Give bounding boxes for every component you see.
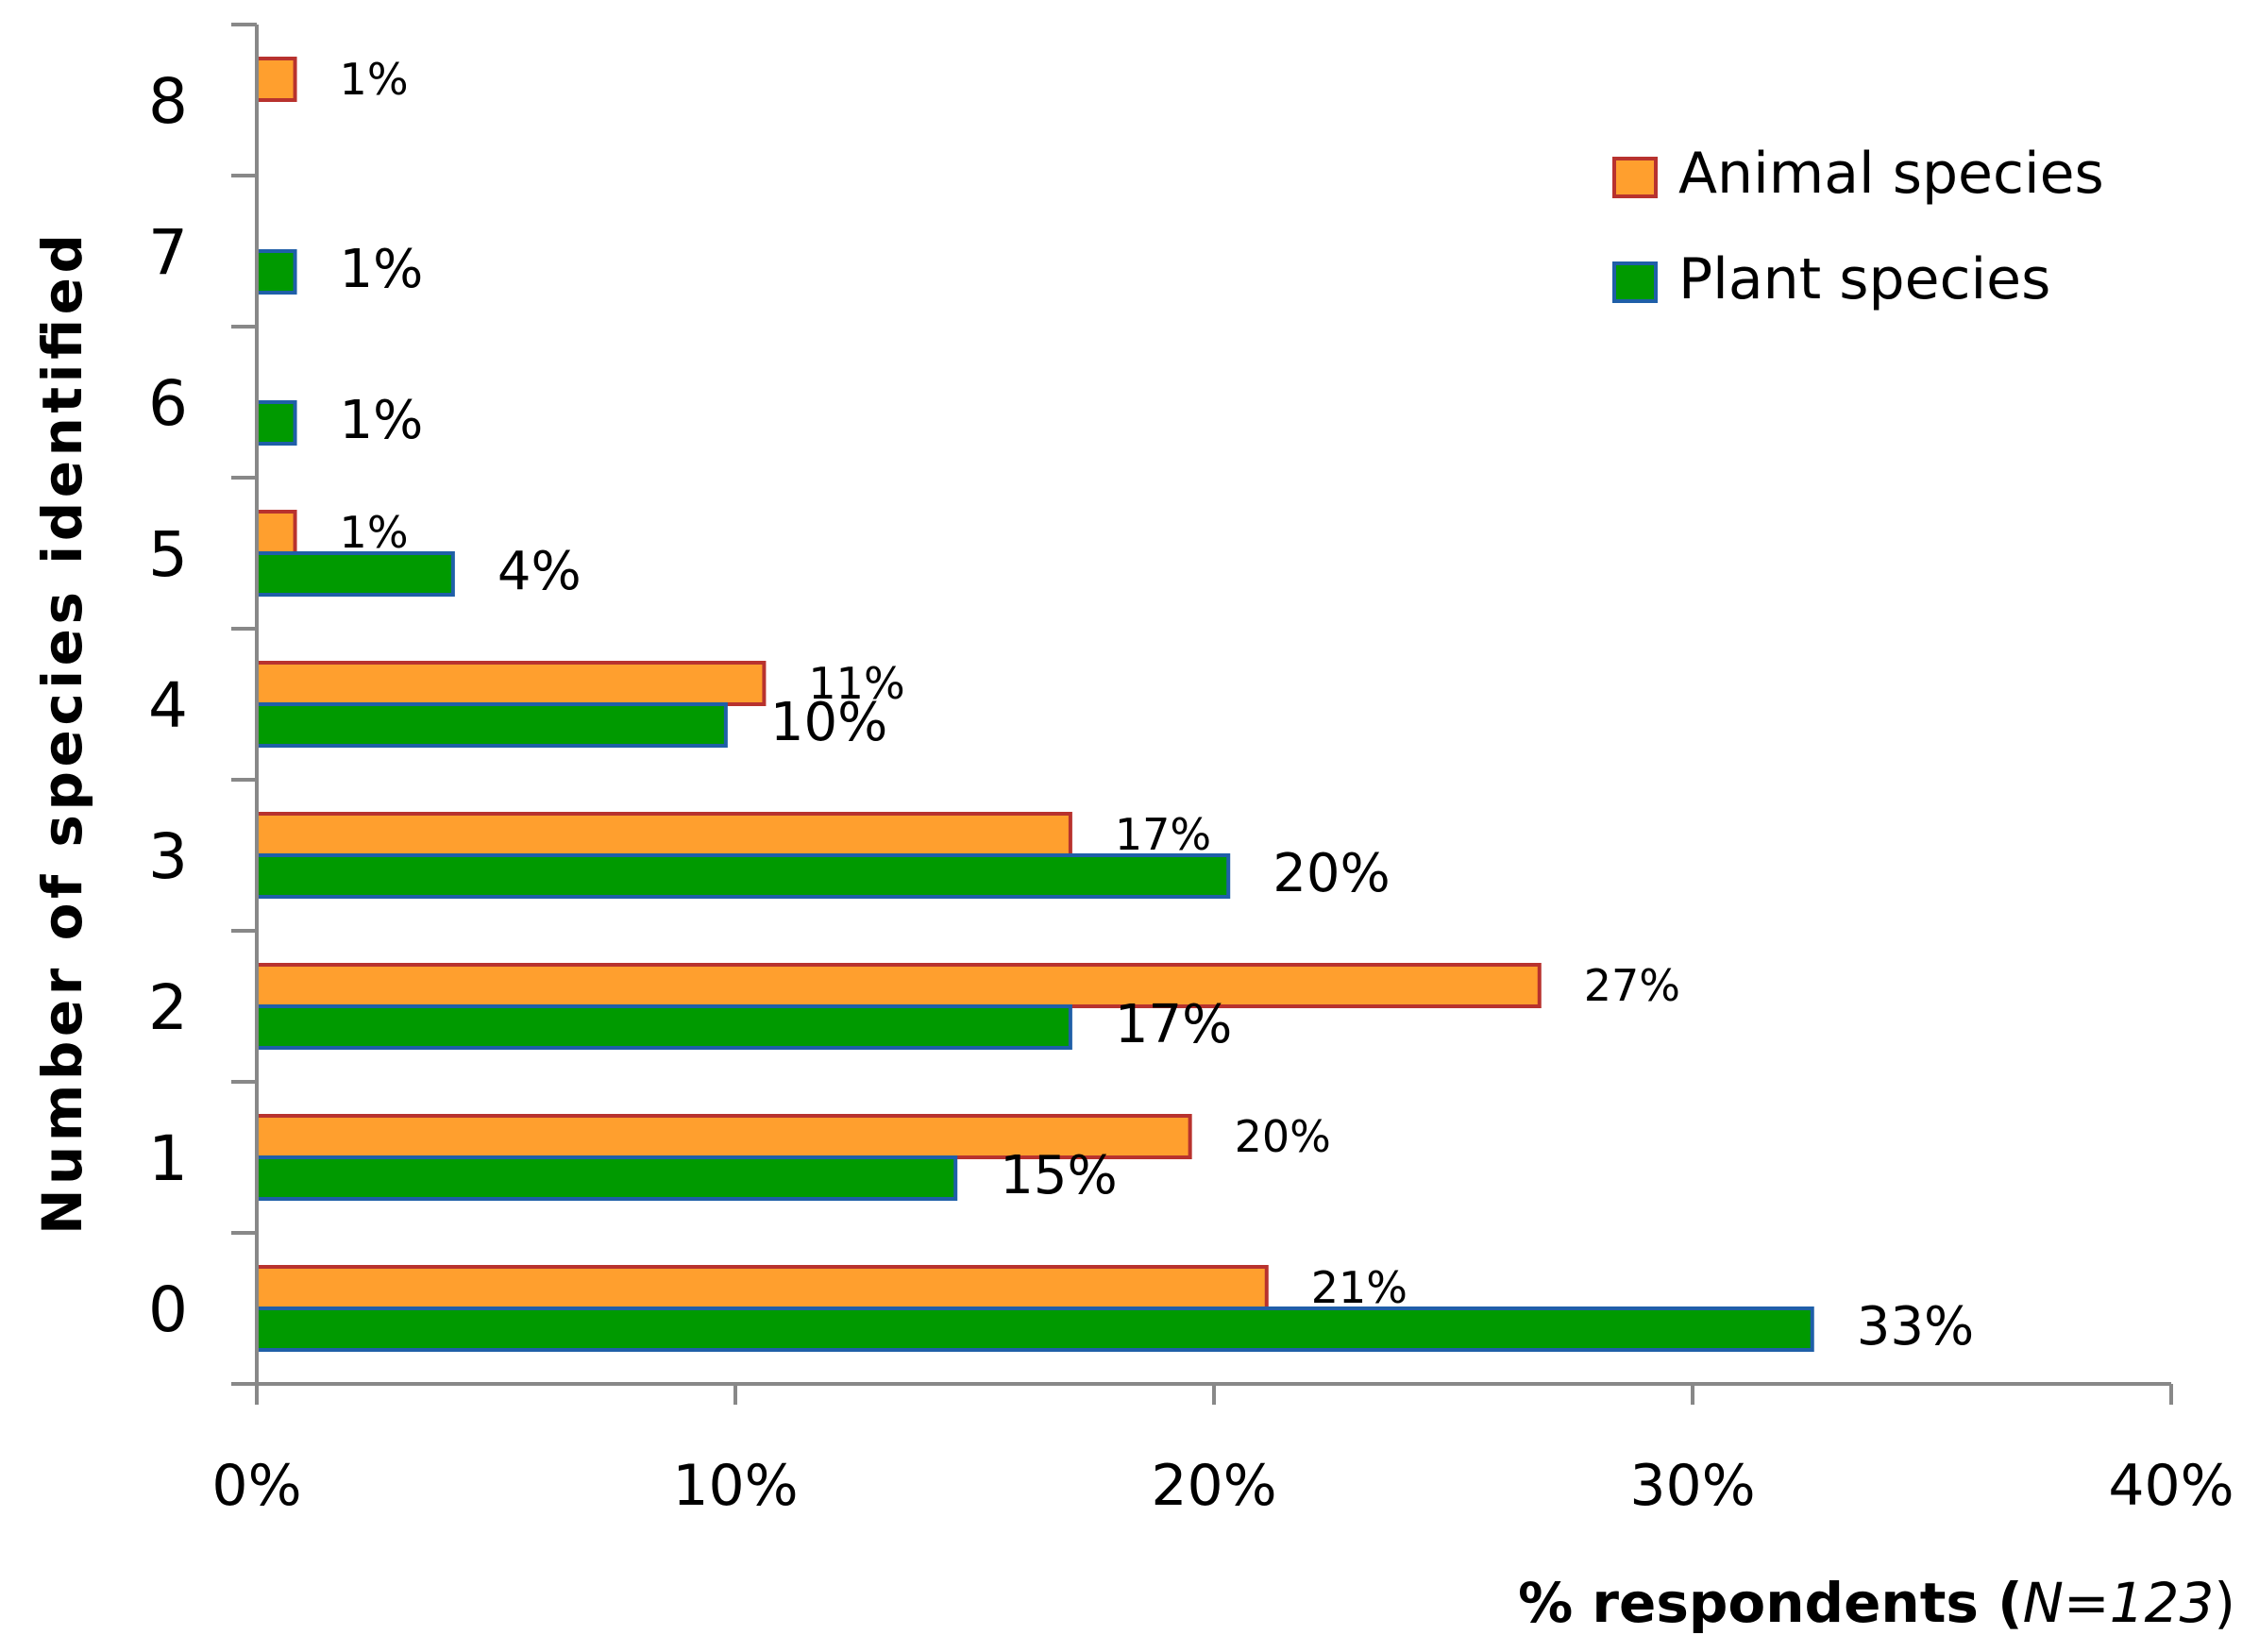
x-axis-title-main: % respondents ( bbox=[1518, 1571, 2023, 1635]
bar-animal-species-3 bbox=[255, 812, 1072, 857]
data-label-plant-species-5: 4% bbox=[497, 541, 582, 602]
y-tick-label-7: 7 bbox=[148, 216, 188, 289]
y-tick-label-6: 6 bbox=[148, 367, 188, 440]
legend-label-animal: Animal species bbox=[1678, 141, 2104, 207]
x-axis-title-end: ) bbox=[2214, 1571, 2235, 1635]
bar-plant-species-6 bbox=[255, 400, 297, 446]
legend-swatch-plant bbox=[1612, 261, 1658, 303]
data-label-animal-species-8: 1% bbox=[340, 54, 409, 105]
y-tick-label-2: 2 bbox=[148, 971, 188, 1044]
x-tick-label-4: 40% bbox=[2108, 1453, 2234, 1519]
bar-animal-species-8 bbox=[255, 57, 297, 102]
bar-animal-species-5 bbox=[255, 510, 297, 555]
bar-plant-species-5 bbox=[255, 551, 455, 597]
data-label-animal-species-3: 17% bbox=[1115, 809, 1211, 860]
bar-plant-species-3 bbox=[255, 853, 1231, 899]
x-tick-label-0: 0% bbox=[211, 1453, 301, 1519]
legend: Animal species Plant species bbox=[1612, 141, 2104, 312]
data-label-plant-species-2: 17% bbox=[1115, 994, 1232, 1055]
x-axis-title: % respondents (N=123) bbox=[1518, 1571, 2235, 1635]
legend-swatch-animal bbox=[1612, 157, 1658, 198]
bar-plant-species-7 bbox=[255, 249, 297, 295]
data-label-plant-species-0: 33% bbox=[1857, 1296, 1974, 1357]
data-label-plant-species-3: 20% bbox=[1273, 843, 1390, 904]
y-tick-label-4: 4 bbox=[148, 669, 188, 742]
data-label-animal-species-0: 21% bbox=[1311, 1262, 1408, 1313]
x-tick-label-2: 20% bbox=[1151, 1453, 1276, 1519]
data-label-animal-species-1: 20% bbox=[1235, 1111, 1331, 1162]
data-label-animal-species-2: 27% bbox=[1584, 960, 1680, 1011]
data-label-plant-species-6: 1% bbox=[340, 390, 424, 451]
bar-animal-species-2 bbox=[255, 963, 1542, 1008]
bar-plant-species-1 bbox=[255, 1155, 958, 1201]
y-axis-title: Number of species identified bbox=[30, 234, 94, 1235]
data-label-animal-species-5: 1% bbox=[340, 507, 409, 558]
data-label-animal-species-4: 11% bbox=[808, 658, 904, 709]
y-tick-label-5: 5 bbox=[148, 518, 188, 591]
bar-plant-species-0 bbox=[255, 1306, 1814, 1352]
y-tick-label-0: 0 bbox=[148, 1273, 188, 1346]
bar-animal-species-0 bbox=[255, 1265, 1269, 1310]
bar-animal-species-4 bbox=[255, 661, 767, 706]
data-label-plant-species-1: 15% bbox=[1000, 1145, 1117, 1206]
bar-plant-species-2 bbox=[255, 1004, 1072, 1050]
bar-plant-species-4 bbox=[255, 702, 728, 748]
data-label-plant-species-4: 10% bbox=[770, 692, 887, 753]
y-tick-label-3: 3 bbox=[148, 820, 188, 893]
y-tick-label-1: 1 bbox=[148, 1122, 188, 1195]
x-tick-label-3: 30% bbox=[1629, 1453, 1755, 1519]
legend-label-plant: Plant species bbox=[1678, 246, 2050, 312]
y-tick-label-8: 8 bbox=[148, 65, 188, 138]
x-axis-title-n: N=123 bbox=[2023, 1571, 2215, 1635]
x-tick-label-1: 10% bbox=[672, 1453, 798, 1519]
data-label-plant-species-7: 1% bbox=[340, 239, 424, 300]
